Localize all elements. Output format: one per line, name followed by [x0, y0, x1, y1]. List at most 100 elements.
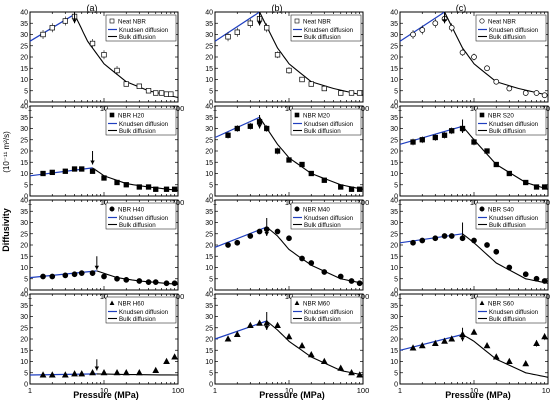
y-tick-label: 25 [390, 137, 398, 144]
data-point [145, 184, 152, 190]
y-tick-label: 25 [205, 137, 213, 144]
y-tick-label: 5 [394, 88, 398, 95]
y-tick-label: 5 [24, 88, 28, 95]
legend-marker [479, 112, 485, 118]
legend-knudsen-label: Knudsen diffusion [304, 309, 354, 316]
data-point [62, 272, 69, 279]
y-tick-label: 35 [205, 303, 213, 310]
data-point [448, 233, 455, 239]
data-point [71, 271, 78, 278]
data-point [145, 88, 152, 94]
y-tick-label: 30 [20, 220, 28, 227]
data-point [40, 170, 46, 177]
y-tick-label: 40 [205, 292, 213, 299]
data-point [483, 342, 491, 349]
data-point [419, 27, 426, 33]
y-tick-label: 20 [20, 337, 28, 344]
data-point [541, 278, 548, 284]
data-point [308, 81, 314, 87]
data-point [471, 139, 477, 145]
y-tick-label: 25 [390, 231, 398, 238]
data-point [418, 342, 426, 349]
y-tick-label: 5 [394, 276, 398, 283]
data-point [419, 237, 426, 244]
y-tick-label: 30 [390, 220, 398, 227]
y-tick-label: 5 [209, 88, 213, 95]
data-point [505, 357, 513, 365]
y-tick-label: 35 [20, 209, 28, 216]
legend-knudsen-label: Knudsen diffusion [489, 215, 539, 222]
y-tick-label: 0 [394, 288, 398, 295]
y-tick-label: 25 [205, 231, 213, 238]
data-point [224, 335, 232, 342]
data-point [286, 67, 292, 74]
data-point [410, 139, 416, 145]
data-point [114, 275, 120, 282]
data-point [234, 239, 241, 246]
data-point [274, 321, 281, 329]
data-point [338, 90, 344, 96]
legend-box [475, 202, 547, 230]
data-point [348, 369, 355, 376]
y-tick-label: 0 [394, 194, 398, 201]
legend-marker [479, 206, 485, 212]
y-tick-label: 15 [20, 66, 28, 73]
data-point [338, 184, 344, 190]
data-point [541, 92, 548, 99]
y-tick-label: 15 [205, 66, 213, 73]
legend-sample-label: NBR S40 [488, 207, 514, 214]
data-point [49, 25, 55, 31]
y-tick-label: 30 [205, 126, 213, 133]
data-point [171, 186, 178, 192]
data-point [449, 128, 455, 134]
bulk-curve [462, 233, 549, 284]
y-tick-label: 10 [390, 171, 398, 178]
legend-box [290, 296, 362, 324]
y-tick-label: 15 [205, 254, 213, 261]
data-point [298, 342, 306, 349]
bulk-curve [259, 11, 364, 96]
data-point [410, 31, 416, 38]
data-point [113, 369, 121, 376]
data-point [493, 78, 500, 85]
data-point [432, 20, 439, 27]
data-point [492, 353, 500, 360]
data-point [136, 184, 142, 190]
y-tick-label: 30 [390, 314, 398, 321]
y-tick-label: 10 [205, 171, 213, 178]
legend-bulk-label: Bulk diffusion [489, 316, 526, 323]
data-point [256, 228, 263, 235]
y-tick-label: 0 [24, 100, 28, 107]
y-tick-label: 20 [390, 337, 398, 344]
x-tick-label: 100 [542, 104, 550, 113]
y-tick-label: 10 [20, 171, 28, 178]
data-point [320, 357, 328, 365]
data-point [123, 81, 129, 87]
knudsen-line [399, 333, 463, 351]
legend-sample-label: NBR S20 [488, 113, 514, 120]
y-tick-label: 35 [20, 115, 28, 122]
data-point [158, 90, 165, 96]
data-point [308, 260, 315, 266]
data-point [441, 337, 448, 344]
legend-marker [109, 206, 115, 212]
data-point [152, 279, 159, 285]
data-point [533, 184, 540, 190]
data-point [307, 351, 315, 358]
x-tick-label: 100 [542, 292, 550, 301]
legend-knudsen-label: Knudsen diffusion [119, 215, 169, 222]
y-tick-label: 20 [20, 55, 28, 62]
data-point [432, 134, 438, 141]
data-point [247, 123, 253, 129]
y-tick-label: 30 [205, 32, 213, 39]
legend-box [290, 14, 362, 42]
legend-knudsen-label: Knudsen diffusion [489, 27, 539, 34]
legend-knudsen-label: Knudsen diffusion [119, 27, 169, 34]
data-point [299, 161, 305, 168]
y-tick-label: 25 [205, 43, 213, 50]
transition-arrow-head [94, 265, 100, 270]
